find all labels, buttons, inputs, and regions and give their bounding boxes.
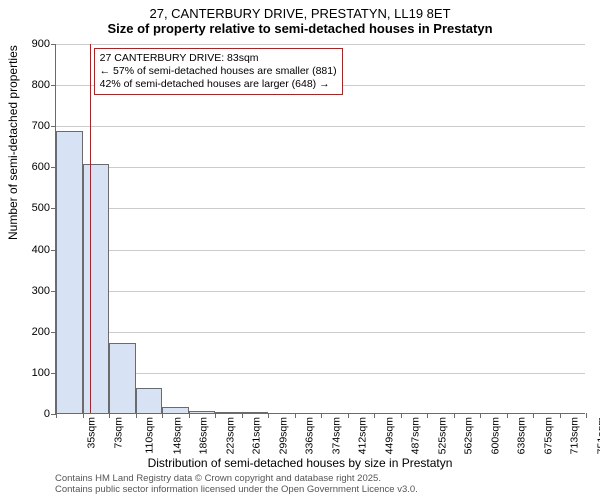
chart-title: 27, CANTERBURY DRIVE, PRESTATYN, LL19 8E… (0, 6, 600, 21)
xtick-label: 73sqm (112, 417, 124, 449)
y-axis-label: Number of semi-detached properties (6, 45, 20, 240)
ytick-label: 200 (32, 326, 50, 338)
annotation-box: 27 CANTERBURY DRIVE: 83sqm ← 57% of semi… (94, 48, 343, 95)
xtick-label: 412sqm (356, 417, 368, 454)
xtick-label: 223sqm (224, 417, 236, 454)
histogram-bar (56, 131, 83, 413)
xtick-mark (321, 413, 322, 418)
xtick-label: 525sqm (436, 417, 448, 454)
histogram-bar (83, 164, 110, 413)
histogram-bar (162, 407, 189, 413)
chart-subtitle: Size of property relative to semi-detach… (0, 21, 600, 36)
gridline-h (56, 208, 585, 209)
xtick-label: 675sqm (542, 417, 554, 454)
xtick-mark (586, 413, 587, 418)
xtick-label: 638sqm (515, 417, 527, 454)
gridline-h (56, 332, 585, 333)
title-block: 27, CANTERBURY DRIVE, PRESTATYN, LL19 8E… (0, 0, 600, 36)
xtick-label: 336sqm (303, 417, 315, 454)
xtick-mark (136, 413, 137, 418)
xtick-mark (480, 413, 481, 418)
gridline-h (56, 167, 585, 168)
xtick-label: 487sqm (409, 417, 421, 454)
xtick-label: 299sqm (277, 417, 289, 454)
ytick-label: 900 (32, 38, 50, 50)
xtick-mark (348, 413, 349, 418)
xtick-label: 261sqm (250, 417, 262, 454)
x-axis-label: Distribution of semi-detached houses by … (0, 456, 600, 470)
xtick-mark (374, 413, 375, 418)
xtick-mark (507, 413, 508, 418)
xtick-mark (533, 413, 534, 418)
ytick-mark (51, 85, 56, 86)
ytick-label: 600 (32, 161, 50, 173)
marker-line (90, 44, 91, 413)
xtick-label: 374sqm (330, 417, 342, 454)
xtick-label: 562sqm (462, 417, 474, 454)
xtick-mark (109, 413, 110, 418)
xtick-label: 35sqm (86, 417, 98, 449)
xtick-mark (427, 413, 428, 418)
histogram-bar (109, 343, 136, 413)
xtick-mark (401, 413, 402, 418)
xtick-mark (189, 413, 190, 418)
gridline-h (56, 44, 585, 45)
xtick-mark (242, 413, 243, 418)
ytick-label: 0 (44, 408, 50, 420)
ytick-mark (51, 126, 56, 127)
ytick-label: 400 (32, 244, 50, 256)
annotation-line-1: 27 CANTERBURY DRIVE: 83sqm (100, 52, 337, 65)
annotation-line-2: ← 57% of semi-detached houses are smalle… (100, 65, 337, 78)
xtick-mark (268, 413, 269, 418)
histogram-bar (215, 412, 242, 413)
annotation-line-3: 42% of semi-detached houses are larger (… (100, 78, 337, 91)
xtick-label: 148sqm (171, 417, 183, 454)
gridline-h (56, 126, 585, 127)
xtick-mark (56, 413, 57, 418)
xtick-label: 186sqm (197, 417, 209, 454)
xtick-mark (162, 413, 163, 418)
plot-area: 010020030040050060070080090035sqm73sqm11… (55, 44, 585, 414)
footer-line-2: Contains public sector information licen… (55, 485, 418, 496)
ytick-label: 800 (32, 79, 50, 91)
xtick-label: 713sqm (568, 417, 580, 454)
ytick-label: 100 (32, 367, 50, 379)
histogram-bar (242, 412, 269, 413)
xtick-mark (295, 413, 296, 418)
ytick-label: 300 (32, 285, 50, 297)
histogram-bar (136, 388, 163, 413)
xtick-label: 600sqm (489, 417, 501, 454)
xtick-label: 110sqm (144, 417, 156, 454)
footer-attribution: Contains HM Land Registry data © Crown c… (55, 474, 418, 496)
xtick-mark (215, 413, 216, 418)
gridline-h (56, 250, 585, 251)
histogram-bar (189, 411, 216, 413)
gridline-h (56, 291, 585, 292)
chart-container: 27, CANTERBURY DRIVE, PRESTATYN, LL19 8E… (0, 0, 600, 500)
xtick-label: 751sqm (595, 417, 600, 454)
ytick-label: 700 (32, 120, 50, 132)
xtick-mark (454, 413, 455, 418)
xtick-mark (560, 413, 561, 418)
xtick-label: 449sqm (383, 417, 395, 454)
ytick-label: 500 (32, 202, 50, 214)
ytick-mark (51, 44, 56, 45)
xtick-mark (83, 413, 84, 418)
